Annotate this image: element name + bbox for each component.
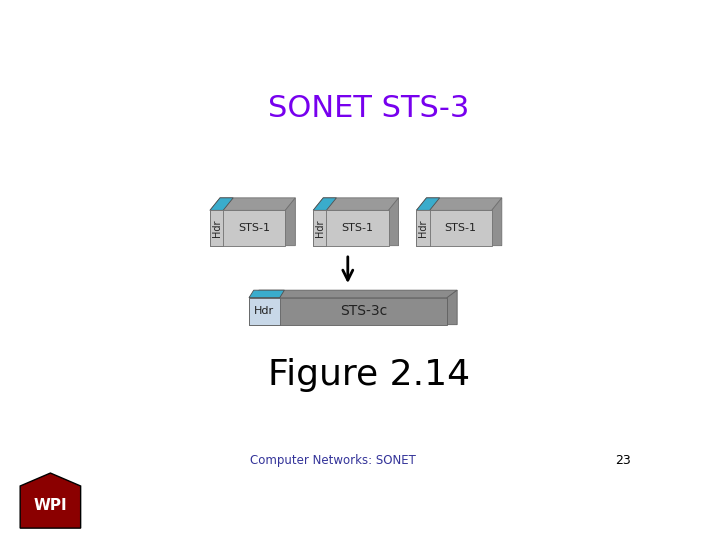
Text: STS-1: STS-1 (445, 223, 477, 233)
Bar (313, 211, 389, 246)
Polygon shape (249, 290, 284, 298)
Polygon shape (20, 473, 81, 528)
Polygon shape (447, 290, 457, 325)
Bar (210, 211, 285, 246)
Polygon shape (249, 290, 457, 298)
Text: SONET STS-3: SONET STS-3 (269, 94, 469, 123)
Bar (416, 211, 430, 246)
Text: Computer Networks: SONET: Computer Networks: SONET (250, 454, 415, 467)
Text: Hdr: Hdr (418, 219, 428, 237)
Text: 23: 23 (615, 454, 631, 467)
Text: STS-3c: STS-3c (340, 304, 387, 318)
Polygon shape (313, 198, 399, 211)
Text: Hdr: Hdr (254, 306, 274, 316)
Text: STS-1: STS-1 (341, 223, 374, 233)
Bar (249, 298, 447, 325)
Text: STS-1: STS-1 (238, 223, 270, 233)
Text: WPI: WPI (34, 498, 67, 513)
Bar (249, 298, 280, 325)
Text: Hdr: Hdr (212, 219, 222, 237)
Polygon shape (313, 198, 336, 211)
Polygon shape (210, 198, 233, 211)
Bar (210, 211, 223, 246)
Bar (416, 211, 492, 246)
Polygon shape (285, 198, 295, 246)
Text: Hdr: Hdr (315, 219, 325, 237)
Text: Figure 2.14: Figure 2.14 (268, 357, 470, 392)
Polygon shape (210, 198, 295, 211)
Bar (313, 211, 326, 246)
Polygon shape (416, 198, 502, 211)
Polygon shape (492, 198, 502, 246)
Polygon shape (416, 198, 440, 211)
Polygon shape (389, 198, 399, 246)
